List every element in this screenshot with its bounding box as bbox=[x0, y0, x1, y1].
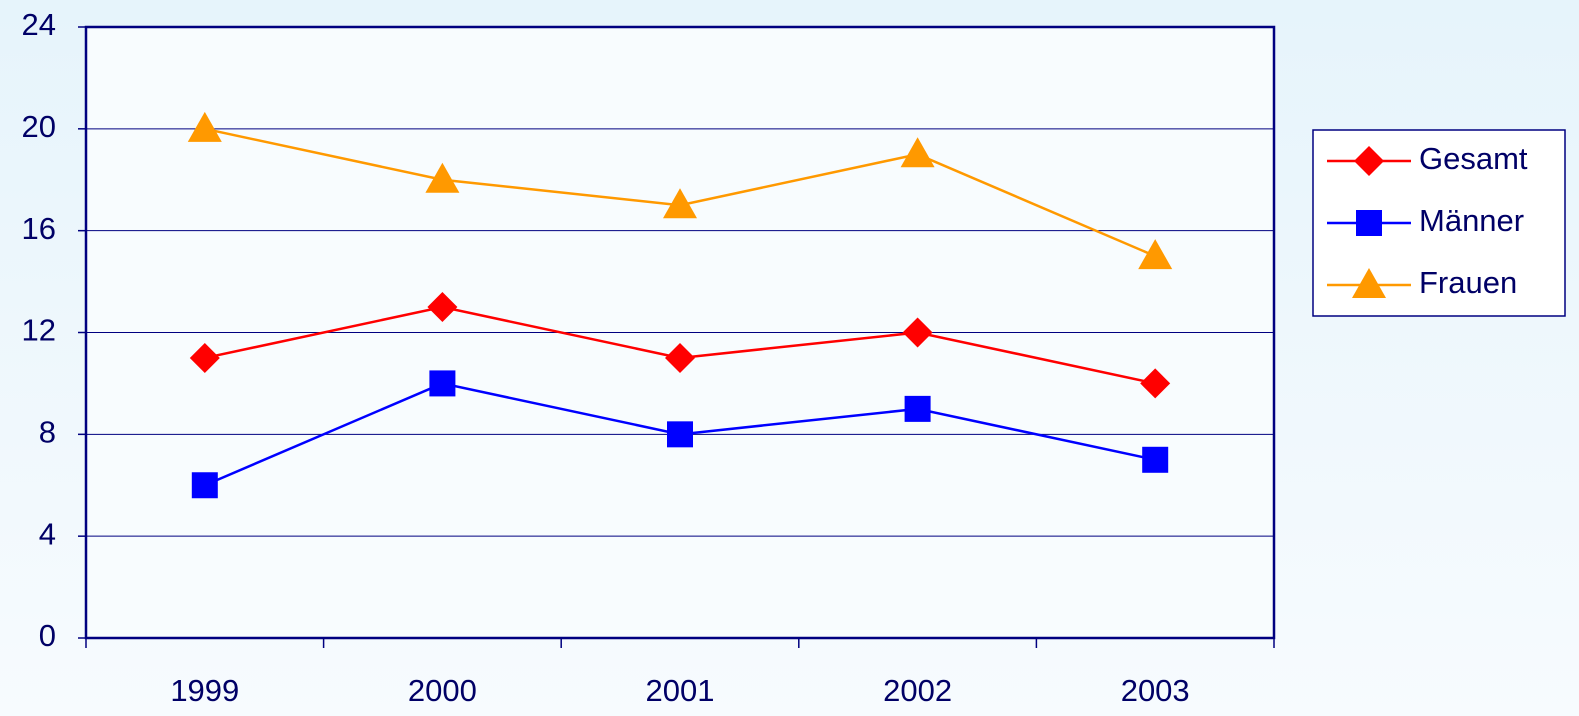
marker bbox=[667, 421, 693, 448]
y-tick-label: 20 bbox=[22, 109, 56, 144]
x-tick-label: 2001 bbox=[646, 673, 715, 708]
y-tick-label: 8 bbox=[39, 415, 56, 450]
marker bbox=[191, 472, 218, 499]
legend-label: Gesamt bbox=[1419, 141, 1528, 176]
marker bbox=[187, 111, 222, 142]
plot-border bbox=[84, 25, 1276, 640]
x-tick-label: 2003 bbox=[1121, 673, 1190, 708]
y-tick-label: 16 bbox=[22, 211, 56, 246]
y-tick-label: 12 bbox=[22, 313, 56, 348]
y-tick-label: 24 bbox=[22, 7, 56, 42]
marker bbox=[663, 188, 697, 219]
marker bbox=[189, 342, 220, 373]
legend-label: Männer bbox=[1419, 203, 1524, 238]
x-tick-label: 1999 bbox=[170, 673, 239, 708]
marker bbox=[665, 342, 695, 373]
marker bbox=[1138, 239, 1173, 270]
marker bbox=[904, 395, 931, 422]
marker bbox=[1140, 368, 1171, 399]
marker bbox=[425, 162, 460, 193]
legend-marker bbox=[1356, 210, 1382, 236]
marker bbox=[902, 317, 933, 348]
x-tick-label: 2002 bbox=[883, 673, 952, 708]
marker bbox=[427, 292, 458, 323]
x-tick-label: 2000 bbox=[408, 673, 477, 708]
y-tick-label: 0 bbox=[39, 618, 56, 653]
marker bbox=[429, 370, 456, 397]
marker bbox=[900, 137, 935, 168]
legend-marker bbox=[1354, 146, 1384, 176]
marker bbox=[1142, 446, 1169, 473]
y-tick-label: 4 bbox=[39, 516, 56, 551]
legend-marker bbox=[1352, 268, 1386, 298]
legend-label: Frauen bbox=[1419, 265, 1517, 300]
